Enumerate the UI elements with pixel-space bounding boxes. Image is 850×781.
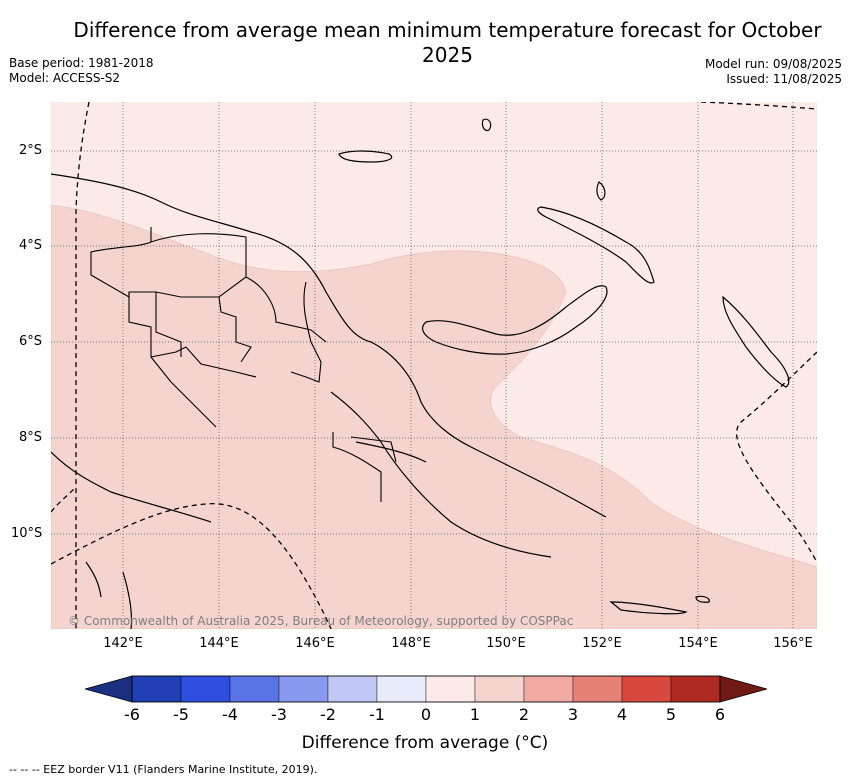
colorbar-tick-label: 1 xyxy=(469,705,481,724)
lat-label-4s: 4°S xyxy=(19,238,43,253)
colorbar-tick-label: 5 xyxy=(665,705,677,724)
lat-label-2s: 2°S xyxy=(19,143,43,158)
colorbar-tick-label: -5 xyxy=(173,705,189,724)
lon-label-150e: 150°E xyxy=(486,636,526,651)
lon-label-144e: 144°E xyxy=(199,636,239,651)
colorbar-tick-label: 6 xyxy=(714,705,726,724)
colorbar-segment xyxy=(278,675,329,703)
colorbar-segment xyxy=(621,675,672,703)
colorbar-segments xyxy=(131,675,721,703)
colorbar-over-arrow xyxy=(719,675,767,703)
lon-label-156e: 156°E xyxy=(773,636,813,651)
eez-footnote: -- -- -- EEZ border V11 (Flanders Marine… xyxy=(9,763,318,776)
colorbar-tick-label: -1 xyxy=(369,705,385,724)
issued-date: Issued: 11/08/2025 xyxy=(726,72,842,86)
colorbar-tick-label: -2 xyxy=(320,705,336,724)
graticule xyxy=(51,102,817,629)
colorbar-tick-label: 4 xyxy=(616,705,628,724)
colorbar-tick-label: -3 xyxy=(271,705,287,724)
colorbar-segment xyxy=(229,675,280,703)
colorbar-segment xyxy=(327,675,378,703)
metadata-right: Model run: 09/08/2025 Issued: 11/08/2025 xyxy=(705,57,842,87)
colorbar-segment xyxy=(474,675,525,703)
colorbar-tick-label: 2 xyxy=(518,705,530,724)
copyright-credit: © Commonwealth of Australia 2025, Bureau… xyxy=(68,614,574,628)
anomaly-zone-high xyxy=(51,204,817,629)
lat-label-8s: 8°S xyxy=(19,430,43,445)
provincial-borders xyxy=(90,227,397,502)
metadata-left: Base period: 1981-2018 Model: ACCESS-S2 xyxy=(9,56,154,86)
lon-label-154e: 154°E xyxy=(678,636,718,651)
colorbar-segment xyxy=(523,675,574,703)
coastlines xyxy=(51,118,790,629)
lat-label-10s: 10°S xyxy=(11,526,43,541)
map-canvas xyxy=(51,102,817,629)
colorbar-segment xyxy=(131,675,182,703)
colorbar-segment xyxy=(670,675,721,703)
lon-label-152e: 152°E xyxy=(582,636,622,651)
lon-label-146e: 146°E xyxy=(295,636,335,651)
colorbar-tick-label: 3 xyxy=(567,705,579,724)
lon-label-142e: 142°E xyxy=(103,636,143,651)
colorbar-tick-label: 0 xyxy=(420,705,432,724)
colorbar-segment xyxy=(572,675,623,703)
colorbar xyxy=(85,675,767,703)
colorbar-label: Difference from average (°C) xyxy=(301,733,549,753)
colorbar-segment xyxy=(425,675,476,703)
map-title: Difference from average mean minimum tem… xyxy=(73,18,822,67)
colorbar-outline xyxy=(131,675,721,703)
colorbar-segment xyxy=(180,675,231,703)
base-period: Base period: 1981-2018 xyxy=(9,56,154,70)
forecast-map: © Commonwealth of Australia 2025, Bureau… xyxy=(51,102,817,629)
colorbar-under-arrow xyxy=(85,675,133,703)
lat-label-6s: 6°S xyxy=(19,334,43,349)
lon-label-148e: 148°E xyxy=(391,636,431,651)
model-name: Model: ACCESS-S2 xyxy=(9,71,121,85)
colorbar-tick-label: -4 xyxy=(222,705,238,724)
model-run: Model run: 09/08/2025 xyxy=(704,57,842,71)
colorbar-segment xyxy=(376,675,427,703)
colorbar-tick-label: -6 xyxy=(124,705,140,724)
